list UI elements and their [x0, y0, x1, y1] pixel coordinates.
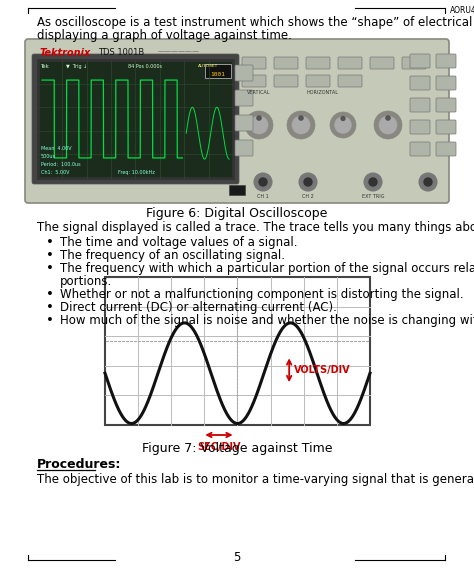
- Text: Figure 6: Digital Oscilloscope: Figure 6: Digital Oscilloscope: [146, 207, 328, 220]
- Text: Tek: Tek: [41, 64, 50, 69]
- Text: •: •: [46, 288, 54, 301]
- Text: 500us: 500us: [41, 154, 56, 159]
- Text: The objective of this lab is to monitor a time-varying signal that is generated : The objective of this lab is to monitor …: [37, 473, 474, 486]
- Circle shape: [254, 173, 272, 191]
- Circle shape: [250, 116, 268, 134]
- Text: 84 Pos 0.000s: 84 Pos 0.000s: [128, 64, 162, 69]
- Circle shape: [364, 173, 382, 191]
- Text: Ch1:  5.00V: Ch1: 5.00V: [41, 170, 70, 175]
- FancyBboxPatch shape: [436, 54, 456, 68]
- Bar: [38, 60, 233, 178]
- FancyBboxPatch shape: [242, 57, 266, 69]
- FancyBboxPatch shape: [410, 142, 430, 156]
- Text: The frequency of an oscillating signal.: The frequency of an oscillating signal.: [60, 249, 285, 262]
- FancyBboxPatch shape: [338, 57, 362, 69]
- Text: CH 2: CH 2: [302, 194, 314, 199]
- Text: The time and voltage values of a signal.: The time and voltage values of a signal.: [60, 236, 298, 249]
- Text: HORIZONTAL: HORIZONTAL: [307, 90, 339, 95]
- Text: EXT TRIG: EXT TRIG: [362, 194, 384, 199]
- FancyBboxPatch shape: [436, 120, 456, 134]
- Circle shape: [287, 111, 315, 139]
- Circle shape: [341, 116, 345, 120]
- FancyBboxPatch shape: [436, 142, 456, 156]
- Text: •: •: [46, 314, 54, 327]
- FancyBboxPatch shape: [410, 120, 430, 134]
- Circle shape: [424, 178, 432, 186]
- FancyBboxPatch shape: [242, 75, 266, 87]
- FancyBboxPatch shape: [410, 98, 430, 112]
- Circle shape: [292, 116, 310, 134]
- Bar: [105, 277, 370, 425]
- FancyBboxPatch shape: [235, 140, 253, 156]
- Text: Direct current (DC) or alternating current (AC).: Direct current (DC) or alternating curre…: [60, 301, 337, 314]
- Text: As oscilloscope is a test instrument which shows the “shape” of electrical signa: As oscilloscope is a test instrument whi…: [37, 16, 474, 29]
- FancyBboxPatch shape: [370, 57, 394, 69]
- Text: Freq: 10.00kHz: Freq: 10.00kHz: [118, 170, 155, 175]
- Circle shape: [299, 173, 317, 191]
- Text: The signal displayed is called a trace. The trace tells you many things about a : The signal displayed is called a trace. …: [37, 221, 474, 234]
- FancyBboxPatch shape: [306, 75, 330, 87]
- Text: CH 1: CH 1: [257, 194, 269, 199]
- FancyBboxPatch shape: [306, 57, 330, 69]
- Bar: [205, 64, 231, 78]
- Text: AUTOSET: AUTOSET: [198, 64, 218, 68]
- Text: How much of the signal is noise and whether the noise is changing with time?: How much of the signal is noise and whet…: [60, 314, 474, 327]
- FancyBboxPatch shape: [235, 90, 253, 106]
- Text: ——————: ——————: [158, 48, 200, 54]
- FancyBboxPatch shape: [410, 76, 430, 90]
- Circle shape: [299, 116, 303, 120]
- Text: Figure 7: Voltage against Time: Figure 7: Voltage against Time: [142, 442, 332, 455]
- Circle shape: [257, 116, 261, 120]
- Text: 5: 5: [233, 551, 241, 564]
- Text: TDS 1001B: TDS 1001B: [98, 48, 144, 57]
- FancyBboxPatch shape: [32, 54, 239, 184]
- Text: 1001: 1001: [210, 72, 226, 77]
- FancyBboxPatch shape: [402, 57, 426, 69]
- Text: Mean  4.00V: Mean 4.00V: [41, 146, 72, 151]
- Circle shape: [335, 116, 351, 133]
- Circle shape: [419, 173, 437, 191]
- FancyBboxPatch shape: [25, 39, 449, 203]
- Circle shape: [379, 116, 397, 134]
- Text: Procedures:: Procedures:: [37, 458, 121, 471]
- FancyBboxPatch shape: [436, 98, 456, 112]
- FancyBboxPatch shape: [338, 75, 362, 87]
- Text: portions.: portions.: [60, 275, 112, 288]
- FancyBboxPatch shape: [410, 54, 430, 68]
- Text: The frequency with which a particular portion of the signal occurs relative to o: The frequency with which a particular po…: [60, 262, 474, 275]
- Text: SEC/DIV: SEC/DIV: [197, 442, 241, 452]
- Text: •: •: [46, 236, 54, 249]
- Circle shape: [330, 112, 356, 138]
- FancyBboxPatch shape: [274, 75, 298, 87]
- Circle shape: [374, 111, 402, 139]
- Text: Tektronix: Tektronix: [40, 48, 91, 58]
- FancyBboxPatch shape: [235, 65, 253, 81]
- Text: VOLTS/DIV: VOLTS/DIV: [294, 365, 351, 375]
- Text: •: •: [46, 262, 54, 275]
- Text: ▼  Trig ↓: ▼ Trig ↓: [66, 64, 87, 69]
- FancyBboxPatch shape: [235, 115, 253, 131]
- Bar: [229, 185, 245, 195]
- Text: displaying a graph of voltage against time.: displaying a graph of voltage against ti…: [37, 29, 292, 42]
- Circle shape: [259, 178, 267, 186]
- Circle shape: [369, 178, 377, 186]
- Text: AORU4-1: AORU4-1: [450, 6, 474, 15]
- Circle shape: [304, 178, 312, 186]
- Text: Period:  100.0us: Period: 100.0us: [41, 162, 81, 167]
- Circle shape: [386, 116, 390, 120]
- FancyBboxPatch shape: [436, 76, 456, 90]
- Text: •: •: [46, 301, 54, 314]
- Text: •: •: [46, 249, 54, 262]
- Text: Whether or not a malfunctioning component is distorting the signal.: Whether or not a malfunctioning componen…: [60, 288, 464, 301]
- Circle shape: [245, 111, 273, 139]
- FancyBboxPatch shape: [274, 57, 298, 69]
- Text: VERTICAL: VERTICAL: [247, 90, 271, 95]
